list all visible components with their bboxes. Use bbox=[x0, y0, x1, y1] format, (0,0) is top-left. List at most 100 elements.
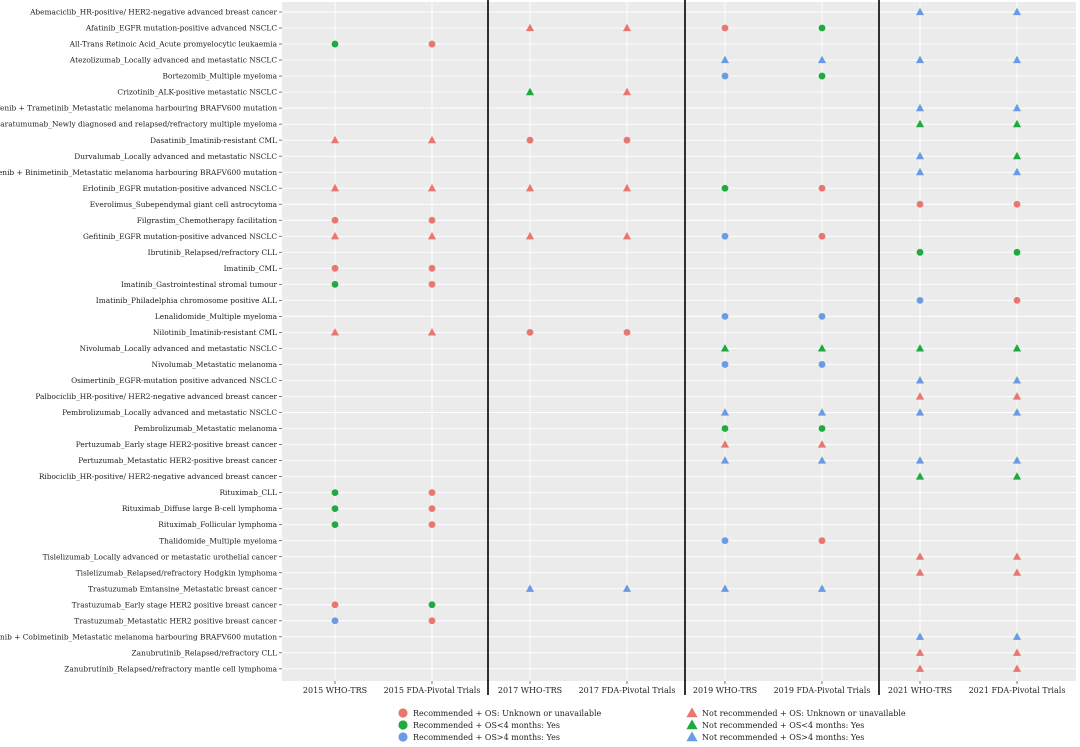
data-point bbox=[427, 231, 437, 240]
data-point bbox=[818, 312, 826, 320]
data-point bbox=[720, 440, 730, 448]
data-point bbox=[331, 505, 339, 513]
data-point bbox=[428, 505, 436, 513]
data-point bbox=[1012, 167, 1022, 176]
data-point bbox=[525, 87, 535, 96]
data-point bbox=[1013, 248, 1021, 256]
y-tick-label: Nilotinib_Imatinib-resistant CML bbox=[153, 328, 277, 337]
data-point bbox=[427, 183, 437, 192]
y-tick-label: Atezolizumab_Locally advanced and metast… bbox=[69, 56, 277, 65]
data-point bbox=[331, 489, 339, 496]
data-point bbox=[525, 231, 535, 240]
x-tick-label: 2021 WHO-TRS bbox=[888, 686, 952, 695]
y-tick-label: Crizotinib_ALK-positive metastatic NSCLC bbox=[117, 88, 277, 97]
legend-key bbox=[686, 707, 698, 718]
y-tick-label: Pembrolizumab_Metastatic melanoma bbox=[134, 424, 278, 433]
y-tick-label: Abemaciclib_HR-positive/ HER2-negative a… bbox=[29, 8, 277, 17]
data-point bbox=[1012, 344, 1022, 352]
y-tick-label: Palbociclib_HR-positive/ HER2-negative a… bbox=[35, 392, 277, 401]
y-tick-label: Trastuzumab Emtansine_Metastatic breast … bbox=[88, 584, 277, 593]
y-tick-label: Rituximab_CLL bbox=[219, 488, 277, 497]
data-point bbox=[331, 601, 339, 609]
y-tick-label: Rituximab_Diffuse large B-cell lymphoma bbox=[122, 504, 278, 513]
data-point bbox=[915, 344, 925, 352]
y-tick-label: Trastuzumab_Metastatic HER2 positive bre… bbox=[74, 616, 277, 625]
y-tick-label: Zanubrutinib_Relapsed/refractory CLL bbox=[132, 648, 278, 657]
legend-key bbox=[398, 732, 408, 742]
data-point bbox=[1012, 392, 1022, 400]
data-point bbox=[525, 183, 535, 192]
data-point bbox=[721, 361, 729, 368]
data-point bbox=[330, 183, 340, 192]
data-point bbox=[818, 232, 826, 240]
year-dividers bbox=[487, 0, 880, 695]
y-tick-label: Pembrolizumab_Locally advanced and metas… bbox=[62, 408, 277, 417]
y-tick-label: Pertuzumab_Metastatic HER2-positive brea… bbox=[78, 456, 277, 465]
data-point bbox=[1013, 200, 1021, 208]
data-point bbox=[818, 361, 826, 368]
data-point bbox=[622, 183, 632, 192]
data-point bbox=[622, 231, 632, 240]
data-point bbox=[915, 408, 925, 416]
y-tick-label: Daratumumab_Newly diagnosed and relapsed… bbox=[0, 120, 278, 129]
x-tick-label: 2021 FDA-Pivotal Trials bbox=[969, 686, 1066, 695]
data-point bbox=[818, 72, 826, 80]
data-point bbox=[916, 200, 924, 208]
data-point bbox=[817, 55, 827, 64]
y-tick-label: Nivolumab_Metastatic melanoma bbox=[151, 360, 277, 369]
data-point bbox=[915, 55, 925, 64]
data-point bbox=[818, 537, 826, 545]
data-point bbox=[428, 521, 436, 529]
y-tick-label: Afatinib_EGFR mutation-positive advanced… bbox=[85, 24, 277, 33]
y-tick-label: Bortezomib_Multiple myeloma bbox=[162, 72, 277, 81]
x-tick-label: 2015 WHO-TRS bbox=[303, 686, 367, 695]
data-point bbox=[427, 328, 437, 336]
data-point bbox=[623, 136, 631, 144]
data-point bbox=[1012, 55, 1022, 64]
y-tick-label: Gefitinib_EGFR mutation-positive advance… bbox=[83, 232, 277, 241]
y-tick-label: Pertuzumab_Early stage HER2-positive bre… bbox=[76, 440, 278, 449]
data-point bbox=[1012, 376, 1022, 384]
data-point bbox=[818, 184, 826, 192]
y-tick-label: Rituximab_Follicular lymphoma bbox=[158, 520, 277, 529]
data-point bbox=[428, 264, 436, 272]
data-point bbox=[1012, 648, 1022, 656]
data-point bbox=[721, 72, 729, 80]
legend: Recommended + OS: Unknown or unavailable… bbox=[398, 707, 906, 742]
x-tick-label: 2019 WHO-TRS bbox=[693, 686, 757, 695]
data-point bbox=[1012, 103, 1022, 112]
data-point bbox=[428, 617, 436, 625]
y-tick-label: Trastuzumab_Early stage HER2 positive br… bbox=[72, 600, 278, 609]
data-point bbox=[331, 264, 339, 272]
legend-label: Not recommended + OS<4 months: Yes bbox=[702, 721, 864, 730]
data-point bbox=[330, 231, 340, 240]
data-point bbox=[721, 24, 729, 32]
y-tick-label: Erlotinib_EGFR mutation-positive advance… bbox=[82, 184, 277, 193]
y-tick-label: Durvalumab_Locally advanced and metastat… bbox=[74, 152, 277, 161]
data-point bbox=[915, 167, 925, 176]
y-tick-label: Osimertinib_EGFR-mutation positive advan… bbox=[71, 376, 277, 385]
legend-key bbox=[686, 719, 698, 730]
y-tick-label: Nivolumab_Locally advanced and metastati… bbox=[80, 344, 278, 353]
data-point bbox=[818, 425, 826, 432]
data-point bbox=[1013, 296, 1021, 304]
y-tick-label: Encorafenib + Binimetinib_Metastatic mel… bbox=[0, 168, 277, 177]
data-point bbox=[1012, 552, 1022, 560]
legend-key bbox=[398, 708, 408, 718]
data-point bbox=[915, 392, 925, 400]
y-tick-label: Tislelizumab_Locally advanced or metasta… bbox=[43, 552, 278, 561]
data-point bbox=[915, 632, 925, 640]
data-point bbox=[915, 376, 925, 384]
y-tick-label: Ibrutinib_Relapsed/refractory CLL bbox=[148, 248, 277, 257]
data-point bbox=[915, 552, 925, 560]
y-tick-label: Imatinib_Philadelphia chromosome positiv… bbox=[96, 296, 277, 305]
y-tick-label: Ribociclib_HR-positive/ HER2-negative ad… bbox=[39, 472, 278, 481]
data-point bbox=[1012, 472, 1022, 480]
data-point bbox=[428, 280, 436, 288]
y-tick-label: Imatinib_CML bbox=[224, 264, 277, 273]
data-point bbox=[915, 7, 925, 16]
data-point bbox=[720, 584, 730, 592]
data-point bbox=[818, 24, 826, 32]
data-point bbox=[817, 456, 827, 464]
